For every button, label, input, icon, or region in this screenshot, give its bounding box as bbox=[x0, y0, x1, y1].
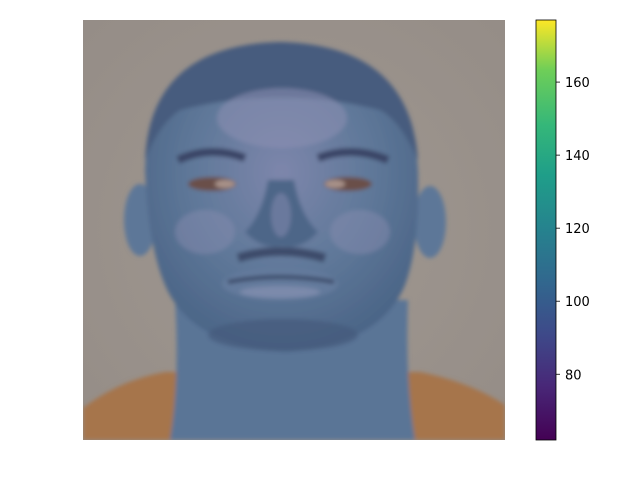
colorbar-tick-label: 80 bbox=[565, 368, 582, 383]
right-cheek bbox=[330, 210, 390, 254]
colorbar-gradient bbox=[535, 19, 557, 441]
hair-shape bbox=[145, 42, 418, 160]
colorbar: 80 100 120 140 160 bbox=[535, 19, 590, 441]
right-ear bbox=[414, 186, 446, 258]
colorbar-tick-label: 160 bbox=[565, 76, 590, 91]
chin-shadow bbox=[208, 319, 358, 351]
portrait-image bbox=[83, 20, 505, 440]
left-eyebrow bbox=[176, 147, 247, 164]
colorbar-tick-label: 100 bbox=[565, 295, 590, 310]
forehead-highlight bbox=[217, 88, 347, 148]
colorbar-ticks: 80 100 120 140 160 bbox=[556, 76, 590, 383]
colorbar-tick-label: 120 bbox=[565, 222, 590, 237]
colorbar-tick-label: 140 bbox=[565, 149, 590, 164]
right-eyebrow bbox=[316, 147, 390, 164]
left-cheek bbox=[175, 210, 235, 254]
moustache bbox=[236, 247, 327, 263]
